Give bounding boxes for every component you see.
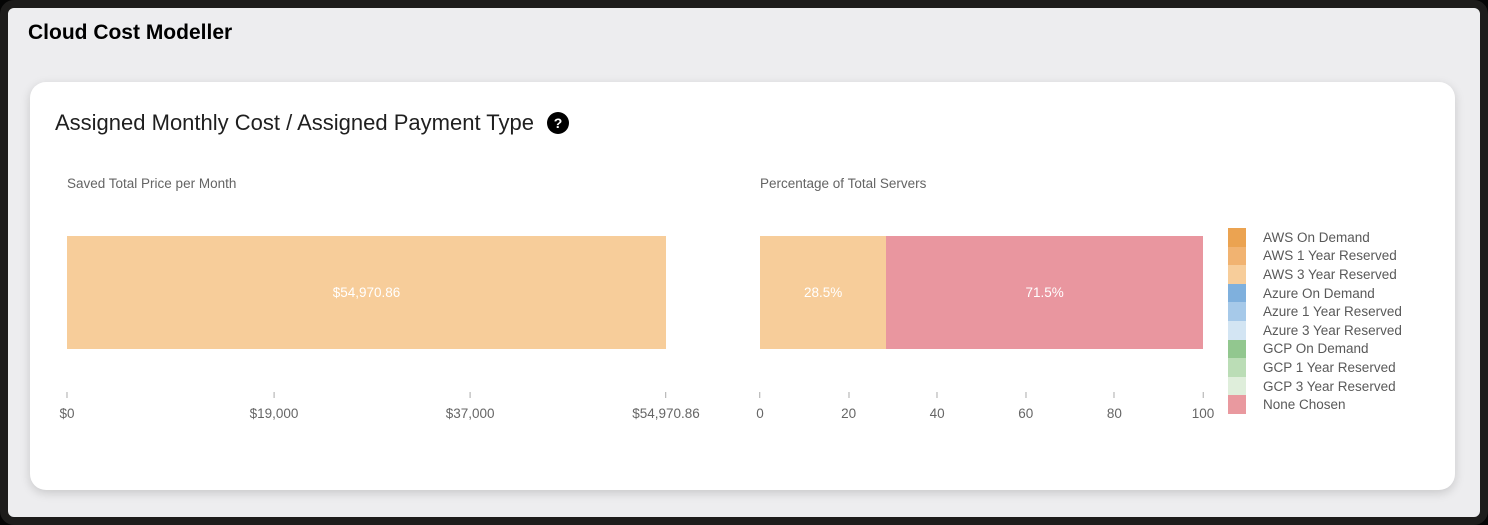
assigned-cost-card: Assigned Monthly Cost / Assigned Payment…	[30, 82, 1455, 490]
axis-tick-label: $37,000	[445, 406, 495, 421]
bar-segment-aws-3-year-reserved[interactable]: 28.5%	[760, 236, 887, 349]
axis-tick-mark	[759, 392, 761, 398]
card-heading: Assigned Monthly Cost / Assigned Payment…	[55, 110, 534, 135]
legend-swatch	[1228, 265, 1246, 284]
axis-tick: $37,000	[446, 392, 495, 421]
legend-label: AWS On Demand	[1263, 229, 1370, 245]
bar-segment-none-chosen[interactable]: 71.5%	[886, 236, 1203, 349]
legend-label: AWS 1 Year Reserved	[1263, 248, 1397, 264]
axis-tick: $0	[59, 392, 75, 421]
axis-tick-label: 0	[756, 406, 764, 421]
axis-tick-label: $54,970.86	[632, 406, 700, 421]
legend-item-gcp-3-year-reserved[interactable]: GCP 3 Year Reserved	[1228, 376, 1402, 396]
axis-tick-mark	[936, 392, 938, 398]
legend-swatch	[1228, 320, 1246, 340]
axis-tick: 100	[1191, 392, 1215, 421]
legend-swatch	[1228, 228, 1246, 247]
axis-tick-label: 40	[929, 406, 945, 421]
legend-swatch	[1228, 302, 1246, 321]
axis-tick: 0	[756, 392, 764, 421]
axis-tick: 40	[930, 392, 945, 421]
axis-tick-mark	[66, 392, 68, 398]
axis-tick-label: 100	[1191, 406, 1215, 421]
axis-tick-mark	[848, 392, 850, 398]
server-percentage-bar-track: 28.5% 71.5%	[760, 236, 1203, 349]
axis-tick-label: 80	[1106, 406, 1122, 421]
card-header: Assigned Monthly Cost / Assigned Payment…	[55, 110, 569, 136]
legend-label: GCP On Demand	[1263, 341, 1369, 357]
legend-item-azure-3-year-reserved[interactable]: Azure 3 Year Reserved	[1228, 320, 1402, 340]
legend-label: AWS 3 Year Reserved	[1263, 266, 1397, 282]
server-percentage-chart: Percentage of Total Servers 28.5% 71.5% 0…	[756, 176, 1214, 421]
legend-item-none-chosen[interactable]: None Chosen	[1228, 395, 1402, 414]
legend-swatch	[1228, 376, 1246, 396]
axis-tick-mark	[1202, 392, 1204, 398]
axis-tick-mark	[1113, 392, 1115, 398]
axis-tick-mark	[273, 392, 275, 398]
chart-title-server-percentage: Percentage of Total Servers	[760, 176, 927, 191]
legend-label: Azure 3 Year Reserved	[1263, 322, 1402, 338]
legend-swatch	[1228, 395, 1246, 414]
legend-item-aws-on-demand[interactable]: AWS On Demand	[1228, 228, 1402, 247]
legend-label: Azure 1 Year Reserved	[1263, 304, 1402, 320]
axis-tick-label: 60	[1018, 406, 1034, 421]
legend-swatch	[1228, 283, 1246, 303]
axis-tick: $19,000	[249, 392, 299, 421]
legend-item-azure-on-demand[interactable]: Azure On Demand	[1228, 283, 1402, 303]
legend-label: None Chosen	[1263, 397, 1346, 413]
saved-price-bar-track: $54,970.86	[67, 236, 666, 349]
legend-item-azure-1-year-reserved[interactable]: Azure 1 Year Reserved	[1228, 302, 1402, 321]
legend-label: GCP 1 Year Reserved	[1263, 359, 1396, 375]
legend-item-aws-1-year-reserved[interactable]: AWS 1 Year Reserved	[1228, 246, 1402, 266]
help-icon[interactable]: ?	[546, 112, 569, 134]
axis-tick-mark	[1025, 392, 1027, 398]
axis-tick-label: 20	[841, 406, 857, 421]
legend-item-gcp-1-year-reserved[interactable]: GCP 1 Year Reserved	[1228, 358, 1402, 377]
server-percentage-x-axis: 0 20 40 60 80 100	[756, 392, 1214, 432]
chart-title-saved-price: Saved Total Price per Month	[67, 176, 237, 191]
saved-price-x-axis: $0 $19,000 $37,000 $54,970.86	[59, 392, 700, 432]
page-title: Cloud Cost Modeller	[28, 21, 233, 44]
saved-price-chart: Saved Total Price per Month $54,970.86 $…	[59, 176, 699, 421]
bar-value-label: 28.5%	[803, 285, 843, 300]
legend-label: GCP 3 Year Reserved	[1263, 378, 1396, 394]
bar-value-label: 71.5%	[1025, 285, 1064, 300]
legend-item-gcp-on-demand[interactable]: GCP On Demand	[1228, 339, 1402, 359]
axis-tick: 20	[841, 392, 856, 421]
chart-legend: AWS On Demand AWS 1 Year Reserved AWS 3 Ye…	[1228, 228, 1402, 414]
legend-label: Azure On Demand	[1263, 285, 1375, 301]
legend-swatch	[1228, 246, 1246, 266]
axis-tick-mark	[665, 392, 667, 398]
legend-item-aws-3-year-reserved[interactable]: AWS 3 Year Reserved	[1228, 265, 1402, 284]
axis-tick: $54,970.86	[632, 392, 700, 421]
legend-swatch	[1228, 358, 1246, 377]
axis-tick: 80	[1107, 392, 1122, 421]
axis-tick-label: $0	[59, 406, 75, 421]
legend-swatch	[1228, 339, 1246, 359]
axis-tick: 60	[1018, 392, 1033, 421]
bar-value-label: $54,970.86	[332, 285, 401, 300]
axis-tick-label: $19,000	[249, 406, 299, 421]
axis-tick-mark	[469, 392, 471, 398]
bar-segment-aws-3-year-reserved[interactable]: $54,970.86	[67, 236, 666, 349]
